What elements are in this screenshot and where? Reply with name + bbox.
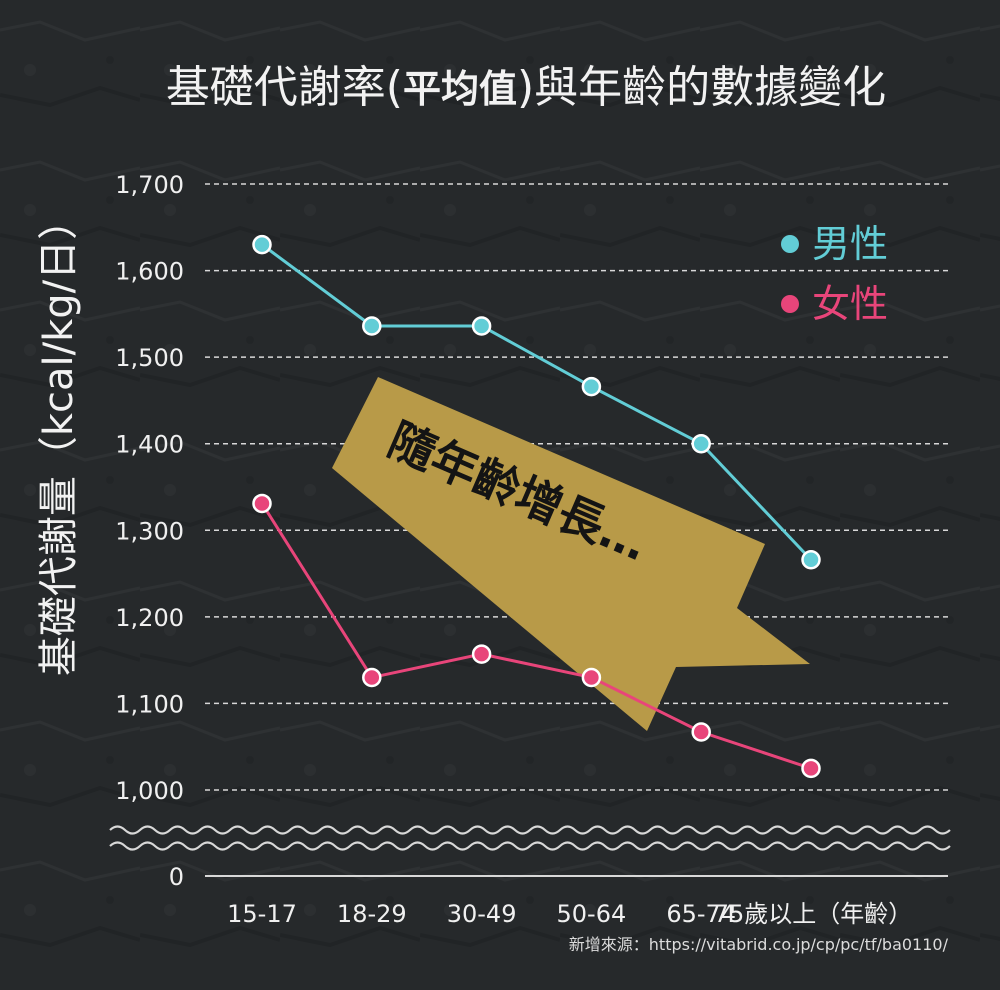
series-point (801, 549, 821, 570)
series-layer (252, 234, 821, 779)
axis-break (109, 825, 951, 851)
x-tick-label: 65-74 (666, 900, 736, 928)
series-point (362, 316, 382, 336)
y-tick-label: 1,100 (115, 690, 184, 718)
legend-marker (781, 295, 799, 313)
x-tick-label: 30-49 (447, 900, 517, 928)
legend-marker (781, 235, 799, 253)
series-point (801, 758, 821, 779)
y-tick-label: 0 (169, 863, 184, 891)
y-tick-label: 1,500 (115, 344, 184, 372)
source-note: 新增來源：https://vitabrid.co.jp/cp/pc/tf/ba0… (569, 935, 949, 954)
trend-arrow-shape (332, 377, 810, 731)
series-point (252, 493, 272, 514)
series-point (362, 667, 382, 688)
series-line (261, 243, 813, 561)
axis-break-wave (109, 841, 951, 851)
x-tick-label: 50-64 (557, 900, 627, 928)
x-tick-label: 75歲以上（年齡） (714, 900, 913, 928)
legend-label: 女性 (812, 282, 888, 326)
chart-title-suffix: )與年齡的數據變化 (517, 62, 886, 113)
series-point (581, 376, 602, 397)
x-tick-label: 18-29 (337, 900, 407, 928)
series-point (691, 722, 711, 742)
axis-break-wave (109, 825, 951, 835)
legend-label: 男性 (812, 222, 888, 266)
y-tick-labels: 1,700 1,600 1,500 1,400 1,300 1,200 1,100 1,000… (115, 171, 184, 891)
series-point (691, 433, 711, 454)
y-tick-label: 1,600 (115, 258, 184, 286)
y-axis-label: 基礎代謝量（kcal/kg/日） (36, 200, 82, 676)
series-point (252, 234, 272, 255)
chart-title-emphasis: 平均值 (403, 66, 517, 111)
chart-title-prefix: 基礎代謝率( (166, 62, 403, 113)
y-tick-label: 1,700 (115, 171, 184, 199)
y-tick-label: 1,400 (115, 431, 184, 459)
y-tick-label: 1,000 (115, 777, 184, 805)
series-point (581, 667, 602, 688)
y-tick-label: 1,200 (115, 604, 184, 632)
x-tick-label: 15-17 (227, 900, 297, 928)
chart-title: 基礎代謝率(平均值)與年齡的數據變化 (166, 62, 886, 113)
trend-arrow: 隨年齡增長… (332, 377, 810, 731)
series-line (260, 502, 812, 770)
y-tick-label: 1,300 (115, 517, 184, 545)
series-point (471, 644, 492, 664)
series-point (471, 316, 492, 336)
